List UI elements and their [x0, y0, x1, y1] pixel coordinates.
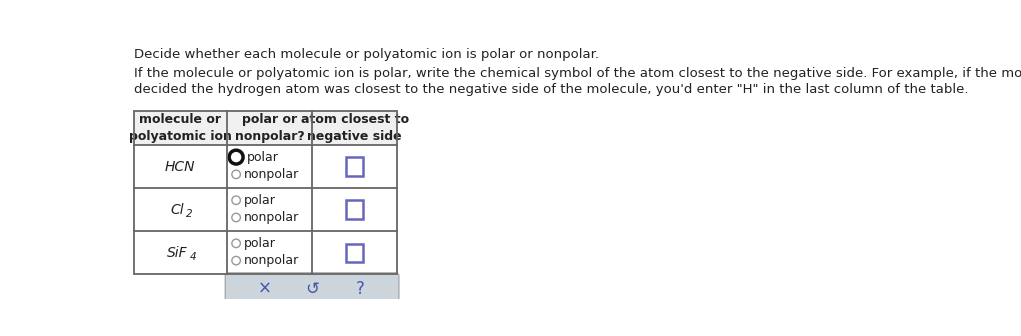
Text: polar: polar — [244, 237, 276, 250]
Text: HCN: HCN — [165, 160, 196, 174]
Text: ↺: ↺ — [305, 280, 319, 298]
Text: polar: polar — [244, 194, 276, 207]
Text: polar: polar — [247, 151, 279, 164]
Text: nonpolar: nonpolar — [244, 168, 299, 181]
Text: If the molecule or polyatomic ion is polar, write the chemical symbol of the ato: If the molecule or polyatomic ion is pol… — [134, 67, 1021, 80]
Bar — [134, 111, 397, 145]
Text: ?: ? — [355, 280, 364, 298]
Text: 4: 4 — [190, 252, 197, 262]
Text: decided the hydrogen atom was closest to the negative side of the molecule, you': decided the hydrogen atom was closest to… — [134, 83, 968, 96]
Bar — [346, 201, 363, 219]
Text: SiF: SiF — [166, 246, 188, 260]
Text: Cl: Cl — [171, 203, 184, 217]
Text: atom closest to
negative side: atom closest to negative side — [300, 113, 408, 143]
FancyBboxPatch shape — [226, 273, 399, 305]
Text: nonpolar: nonpolar — [244, 211, 299, 224]
Bar — [346, 157, 363, 176]
Text: Decide whether each molecule or polyatomic ion is polar or nonpolar.: Decide whether each molecule or polyatom… — [134, 48, 599, 61]
Text: nonpolar: nonpolar — [244, 254, 299, 267]
Text: 2: 2 — [186, 209, 192, 219]
Bar — [134, 111, 397, 275]
Text: molecule or
polyatomic ion: molecule or polyatomic ion — [129, 113, 232, 143]
Bar — [346, 244, 363, 262]
Text: polar or
nonpolar?: polar or nonpolar? — [235, 113, 304, 143]
Text: ×: × — [257, 280, 272, 298]
